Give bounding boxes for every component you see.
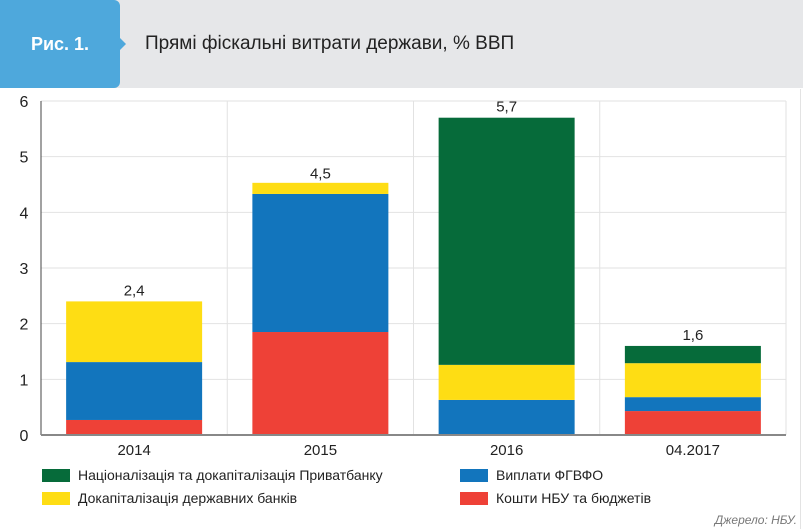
x-tick-label: 2014: [117, 442, 150, 459]
y-tick-label: 2: [20, 317, 29, 334]
bar-segment: [624, 397, 761, 412]
bar-segment: [438, 399, 575, 435]
y-tick-label: 0: [20, 428, 29, 445]
y-tick-label: 3: [20, 261, 29, 278]
bar-segment: [66, 362, 203, 420]
y-tick-label: 5: [20, 150, 29, 167]
y-tick-label: 4: [20, 205, 29, 222]
x-tick-label: 04.2017: [666, 442, 720, 459]
bar-segment: [438, 117, 575, 365]
figure-label: Рис. 1.: [30, 34, 90, 54]
bar-segment: [66, 419, 203, 435]
y-tick-label: 1: [20, 372, 29, 389]
axes: [40, 101, 786, 436]
bar-segment: [252, 182, 389, 194]
labels: 0 1 2 3 4 5 6 2,4 2014 4,5 2015 5,7 2016 1,6 04.2017: [20, 94, 720, 459]
bar-segment: [252, 332, 389, 435]
bar-total-label: 1,6: [682, 327, 703, 344]
source-note: Джерело: НБУ.: [714, 513, 797, 527]
x-tick-label: 2016: [490, 442, 523, 459]
y-tick-label: 6: [20, 94, 29, 111]
figure-tab: Рис. 1.: [0, 0, 120, 88]
bar-segment: [624, 363, 761, 398]
bar-total-label: 5,7: [496, 99, 517, 116]
bar-segment: [438, 364, 575, 400]
bar-segment: [624, 411, 761, 435]
figure-tab-arrow: [119, 37, 126, 51]
bar-segment: [66, 301, 203, 363]
bars: [66, 117, 761, 435]
chart-title: Прямі фіскальні витрати держави, % ВВП: [145, 33, 515, 54]
bar-total-label: 4,5: [310, 166, 331, 183]
x-tick-label: 2015: [304, 442, 337, 459]
bar-segment: [624, 345, 761, 364]
bar-total-label: 2,4: [124, 282, 145, 299]
bar-segment: [252, 193, 389, 333]
figure-header: Рис. 1. Прямі фіскальні витрати держави,…: [0, 0, 803, 88]
